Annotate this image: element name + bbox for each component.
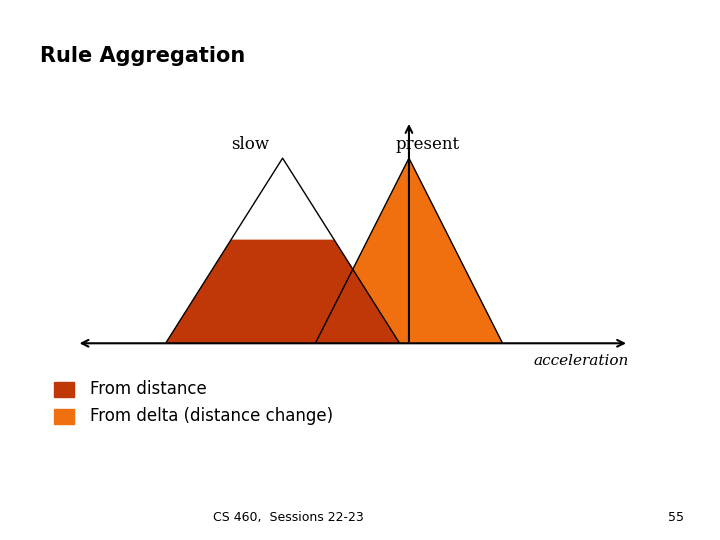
Text: From delta (distance change): From delta (distance change) [90, 407, 333, 426]
Text: acceleration: acceleration [534, 354, 629, 368]
Text: Rule Aggregation: Rule Aggregation [40, 46, 245, 66]
Text: From distance: From distance [90, 380, 207, 399]
Text: slow: slow [231, 136, 269, 153]
Text: present: present [395, 136, 460, 153]
Polygon shape [315, 158, 503, 343]
Polygon shape [166, 240, 400, 343]
Text: CS 460,  Sessions 22-23: CS 460, Sessions 22-23 [212, 511, 364, 524]
Text: 55: 55 [668, 511, 684, 524]
